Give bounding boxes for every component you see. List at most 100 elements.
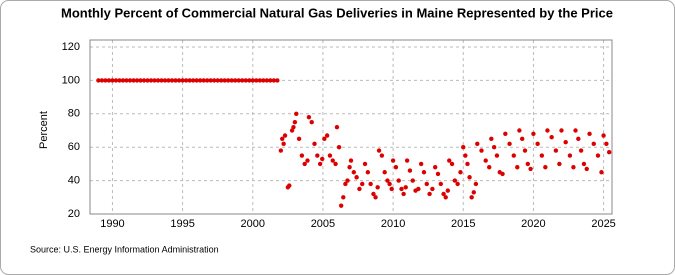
- data-point: [573, 128, 578, 133]
- data-point: [463, 153, 468, 158]
- data-point: [215, 78, 220, 83]
- data-point: [376, 148, 382, 153]
- data-point: [127, 78, 133, 83]
- data-point: [563, 139, 568, 145]
- data-point: [117, 78, 122, 83]
- data-point: [595, 153, 601, 158]
- data-point: [491, 145, 497, 150]
- data-point: [467, 175, 472, 180]
- data-point: [96, 78, 101, 83]
- data-point: [268, 78, 273, 83]
- data-point: [584, 166, 589, 172]
- data-point: [368, 181, 373, 187]
- data-point: [250, 78, 255, 83]
- data-point: [503, 131, 508, 137]
- data-point: [483, 158, 488, 163]
- data-point: [282, 133, 288, 138]
- data-point: [291, 124, 296, 130]
- data-point: [106, 78, 112, 83]
- data-point: [587, 131, 592, 137]
- data-point: [354, 175, 359, 180]
- data-point: [347, 165, 352, 170]
- data-point: [404, 158, 410, 163]
- data-point: [539, 153, 545, 158]
- data-point: [138, 78, 143, 83]
- data-point: [471, 190, 476, 195]
- data-point: [591, 141, 596, 147]
- y-tick-label: 120: [62, 41, 80, 53]
- data-point: [465, 161, 470, 167]
- data-point: [289, 128, 295, 133]
- data-point: [441, 191, 446, 197]
- data-point: [517, 128, 522, 133]
- data-point: [416, 186, 421, 192]
- data-point: [333, 161, 338, 167]
- data-point: [296, 136, 302, 142]
- x-tick-label: 2025: [591, 218, 615, 230]
- data-point: [302, 161, 307, 167]
- data-point: [519, 136, 525, 142]
- x-tick-label: 1990: [100, 218, 124, 230]
- data-point: [360, 181, 365, 187]
- data-point: [430, 186, 435, 192]
- data-point: [155, 78, 161, 83]
- data-point: [357, 186, 362, 192]
- data-point: [389, 186, 394, 192]
- data-point: [424, 181, 429, 187]
- y-axis-label: Percent: [38, 111, 50, 149]
- data-point: [445, 188, 451, 193]
- data-point: [375, 185, 380, 190]
- data-point: [134, 78, 140, 83]
- data-point: [322, 136, 327, 142]
- data-point: [487, 165, 492, 170]
- source: Source: U.S. Energy Information Administ…: [30, 244, 219, 254]
- data-point: [578, 148, 584, 153]
- data-point: [475, 141, 480, 147]
- data-point: [571, 165, 576, 170]
- data-point: [261, 78, 266, 83]
- data-point: [338, 203, 344, 208]
- data-point: [226, 78, 231, 83]
- data-point: [275, 78, 280, 83]
- data-point: [113, 78, 119, 83]
- data-point: [309, 119, 314, 125]
- data-point: [330, 158, 335, 163]
- data-point: [299, 153, 305, 158]
- data-point: [197, 78, 203, 83]
- data-point: [148, 78, 154, 83]
- y-tick-label: 100: [62, 74, 80, 86]
- data-point: [455, 181, 460, 187]
- data-point: [371, 191, 376, 197]
- data-point: [345, 178, 350, 183]
- data-point: [479, 148, 484, 153]
- data-point: [334, 124, 340, 130]
- data-point: [287, 183, 292, 188]
- x-tick-label: 2020: [521, 218, 545, 230]
- data-point: [432, 165, 438, 170]
- data-point: [162, 78, 168, 83]
- data-point: [336, 145, 342, 150]
- data-point: [341, 195, 346, 200]
- data-point: [410, 178, 415, 183]
- data-point: [320, 156, 325, 162]
- data-point: [247, 78, 252, 83]
- data-point: [169, 78, 175, 83]
- data-point: [387, 181, 392, 187]
- data-point: [120, 78, 126, 83]
- data-point: [351, 170, 357, 175]
- data-point: [292, 119, 298, 125]
- data-point: [559, 128, 564, 133]
- data-point: [257, 78, 262, 83]
- data-point: [407, 168, 413, 173]
- x-tick-label: 1995: [170, 218, 194, 230]
- data-point: [418, 161, 424, 167]
- data-point: [159, 78, 164, 83]
- data-point: [190, 78, 196, 83]
- data-point: [543, 165, 548, 170]
- data-point: [379, 153, 385, 158]
- y-tick-label: 20: [68, 208, 80, 220]
- data-point: [399, 186, 404, 192]
- data-point: [315, 153, 320, 158]
- data-point: [124, 78, 129, 83]
